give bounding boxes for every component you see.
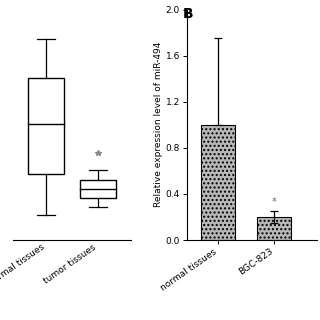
Bar	[258, 217, 292, 240]
Text: *: *	[272, 196, 277, 207]
Bar	[201, 125, 235, 240]
Y-axis label: Relative expression level of miR-494: Relative expression level of miR-494	[154, 42, 163, 207]
Bar	[80, 180, 116, 198]
Bar	[28, 78, 64, 174]
Text: B: B	[183, 7, 194, 21]
